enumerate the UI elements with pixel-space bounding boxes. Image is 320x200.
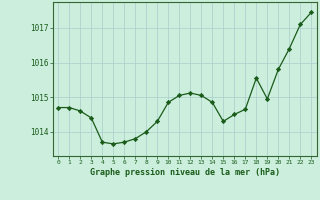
X-axis label: Graphe pression niveau de la mer (hPa): Graphe pression niveau de la mer (hPa) <box>90 168 280 177</box>
